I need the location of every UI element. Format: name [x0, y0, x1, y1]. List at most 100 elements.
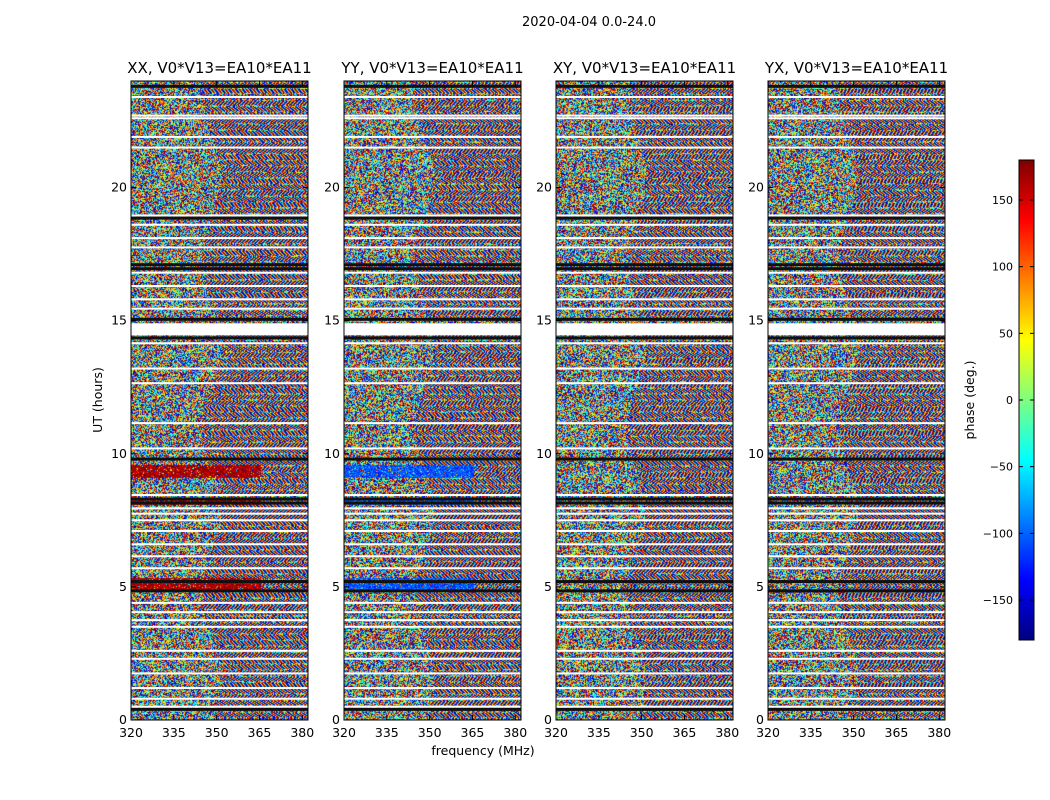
flagged-gap — [556, 422, 733, 425]
x-tick-label: 320 — [119, 725, 143, 740]
flagged-gap — [131, 246, 308, 249]
panel-frame — [130, 80, 309, 721]
y-tick-label: 10 — [324, 446, 340, 461]
flagged-gap — [344, 657, 521, 660]
flagged-gap — [556, 705, 733, 708]
flagged-gap — [344, 135, 521, 138]
flagged-gap — [344, 246, 521, 249]
flagged-gap — [556, 114, 733, 117]
flagged-gap — [556, 555, 733, 558]
flagged-gap — [344, 611, 521, 614]
flagged-gap — [344, 507, 521, 510]
x-tick-label: 335 — [587, 725, 611, 740]
dark-band — [344, 707, 521, 711]
flagged-gap — [344, 687, 521, 690]
flagged-gap — [556, 601, 733, 604]
flagged-gap — [768, 672, 945, 675]
panel-xx: XX, V0*V13=EA10*EA11 320 335 350 365 380 0 5 10 1… — [111, 59, 314, 740]
colorbar-tick-label: 150 — [992, 194, 1013, 207]
panel-yx: YX, V0*V13=EA10*EA11 320 335 350 365 380 0 5 10 1… — [748, 59, 951, 740]
x-tick-label: 320 — [332, 725, 356, 740]
x-tick-label: 350 — [205, 725, 229, 740]
flagged-gap — [768, 382, 945, 385]
flagged-gap — [131, 567, 308, 570]
flagged-gap — [556, 117, 733, 120]
flagged-gap — [768, 507, 945, 510]
flagged-gap — [556, 649, 733, 652]
phase-heatmap — [556, 81, 733, 720]
flagged-gap — [344, 223, 521, 226]
flagged-gap — [344, 342, 521, 345]
flagged-gap — [344, 214, 521, 217]
y-tick-label: 20 — [111, 180, 127, 195]
flagged-gap — [768, 342, 945, 345]
missing-data-band — [768, 323, 945, 336]
flagged-gap — [768, 223, 945, 226]
flagged-gap — [131, 237, 308, 240]
dark-band — [556, 216, 733, 220]
dark-band — [556, 589, 733, 593]
y-tick-label: 20 — [324, 180, 340, 195]
missing-data-band — [131, 323, 308, 336]
flagged-gap — [768, 135, 945, 138]
dark-band — [131, 216, 308, 220]
flagged-gap — [768, 519, 945, 522]
flagged-gap — [131, 223, 308, 226]
flagged-gap — [768, 529, 945, 532]
flagged-gap — [768, 543, 945, 546]
dark-band — [344, 216, 521, 220]
dark-band — [344, 317, 521, 321]
flagged-gap — [344, 512, 521, 515]
flagged-gap — [556, 519, 733, 522]
dark-band — [344, 580, 521, 584]
flagged-gap — [768, 237, 945, 240]
dark-band — [131, 497, 308, 501]
flagged-gap — [556, 507, 733, 510]
flagged-gap — [768, 494, 945, 497]
flagged-gap — [344, 95, 521, 98]
flagged-gap — [131, 114, 308, 117]
flagged-gap — [556, 367, 733, 370]
flagged-gap — [344, 705, 521, 708]
flagged-gap — [768, 117, 945, 120]
flagged-gap — [556, 382, 733, 385]
flagged-gap — [556, 672, 733, 675]
flagged-gap — [768, 367, 945, 370]
flagged-gap — [556, 529, 733, 532]
flagged-gap — [768, 298, 945, 301]
x-tick-label: 335 — [799, 725, 823, 740]
flagged-gap — [556, 619, 733, 622]
x-tick-label: 350 — [418, 725, 442, 740]
colorbar-label: phase (deg.) — [962, 361, 977, 440]
dark-band — [556, 501, 733, 505]
flagged-gap — [768, 422, 945, 425]
flagged-gap — [556, 342, 733, 345]
flagged-gap — [344, 422, 521, 425]
flagged-gap — [768, 307, 945, 310]
dark-band — [768, 580, 945, 584]
flagged-gap — [131, 519, 308, 522]
missing-data-band — [344, 323, 521, 336]
y-tick-label: 15 — [324, 313, 340, 328]
flagged-gap — [556, 494, 733, 497]
x-tick-label: 335 — [375, 725, 399, 740]
flagged-gap — [556, 271, 733, 274]
colorbar-tick-label: −100 — [983, 527, 1013, 540]
flagged-gap — [768, 687, 945, 690]
phase-panels: XX, V0*V13=EA10*EA11 320 335 350 365 380 0 5 10 1… — [111, 59, 951, 740]
flagged-gap — [344, 529, 521, 532]
panel-xy: XY, V0*V13=EA10*EA11 320 335 350 365 380 0 5 10 1… — [536, 59, 739, 740]
phase-heatmap — [131, 81, 308, 720]
flagged-gap — [131, 95, 308, 98]
flagged-gap — [344, 298, 521, 301]
flagged-gap — [768, 657, 945, 660]
flagged-gap — [344, 649, 521, 652]
panel-title: YY, V0*V13=EA10*EA11 — [340, 59, 523, 77]
flagged-gap — [344, 555, 521, 558]
flagged-gap — [556, 512, 733, 515]
y-tick-label: 15 — [748, 313, 764, 328]
flagged-gap — [768, 697, 945, 700]
dark-band — [768, 501, 945, 505]
dark-band — [556, 707, 733, 711]
y-tick-label: 0 — [756, 712, 764, 727]
